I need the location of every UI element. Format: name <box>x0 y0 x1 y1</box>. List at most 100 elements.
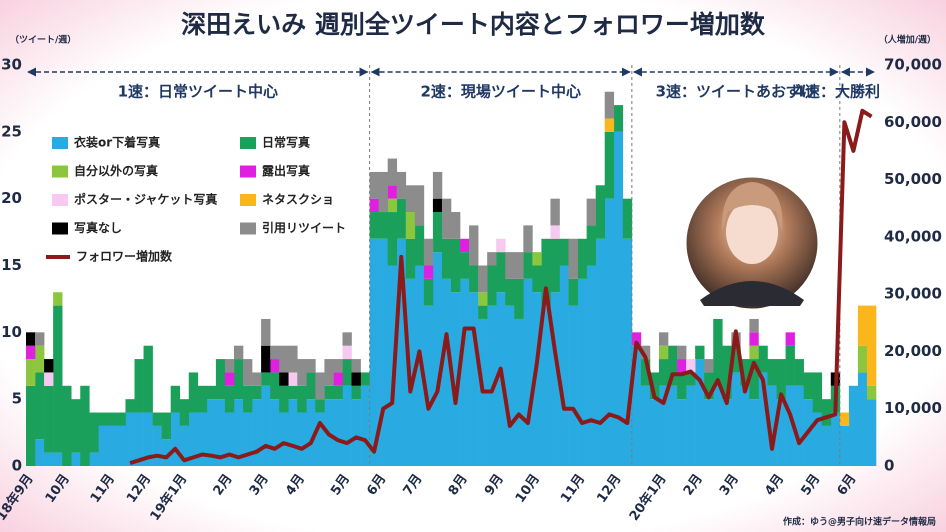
bar-segment <box>279 412 289 466</box>
chart-title: 深田えいみ 週別全ツイート内容とフォロワー増加数 <box>181 10 766 39</box>
bar-segment <box>215 399 226 466</box>
bar-segment <box>532 265 542 293</box>
bar-segment <box>866 399 877 466</box>
legend-label: ポスター・ジャケット写真 <box>74 192 217 207</box>
bar-segment <box>53 452 63 466</box>
bar-segment <box>523 225 533 253</box>
bar-segment <box>812 412 823 466</box>
follower-line <box>129 108 873 466</box>
bar-segment <box>396 238 407 466</box>
bar-segment <box>686 385 696 466</box>
bar-segment <box>116 412 126 426</box>
bar-segment <box>487 252 497 266</box>
bar-segment <box>713 318 723 386</box>
bar-segment <box>631 332 642 346</box>
legend-label: フォロワー増加数 <box>76 249 173 264</box>
bar-segment <box>387 265 398 466</box>
bar-segment <box>550 225 560 239</box>
bar-segment <box>243 412 253 466</box>
bar-segment <box>839 412 850 426</box>
bar-segment <box>44 452 54 466</box>
bar-segment <box>704 372 714 400</box>
bar-segment <box>98 425 108 466</box>
bar-segment <box>224 385 235 413</box>
bar-segment <box>44 385 54 453</box>
bar-segment <box>595 185 606 239</box>
bar-segment <box>640 359 651 386</box>
bar-segment <box>857 345 868 373</box>
bar-segment <box>188 372 199 413</box>
bar-segment <box>550 292 560 466</box>
bar-segment <box>604 118 615 132</box>
bar-segment <box>432 212 443 253</box>
bar-segment <box>134 412 144 466</box>
bar-segment <box>460 238 470 253</box>
bar-segment <box>206 385 217 400</box>
bar-segment <box>288 345 298 373</box>
bar-segment <box>649 372 660 400</box>
bar-segment <box>324 359 334 386</box>
bar-segment <box>803 372 814 400</box>
y2-tick-label: 60,000 <box>884 113 942 131</box>
bar-segment <box>125 412 135 466</box>
bar-segment <box>496 238 506 253</box>
bar-segment <box>749 399 759 466</box>
bar-segment <box>451 212 461 239</box>
legend-swatch <box>52 222 68 235</box>
bar-segment <box>288 385 298 400</box>
phase-label: 2速：現場ツイート中心 <box>421 83 581 101</box>
bar-segment <box>523 252 533 279</box>
bar-segment <box>53 292 63 306</box>
bar-segment <box>423 278 434 306</box>
bar-segment <box>26 345 36 360</box>
bar-segment <box>432 252 443 466</box>
bar-segment <box>658 345 669 360</box>
bar-segment <box>441 238 452 279</box>
legend-label: 自分以外の写真 <box>74 163 158 178</box>
bar-segment <box>631 345 642 466</box>
bar-segment <box>270 399 280 466</box>
bar-segment <box>604 198 615 466</box>
bar-segment <box>758 345 768 373</box>
bar-segment <box>541 305 551 466</box>
bar-segment <box>26 385 36 466</box>
bar-segment <box>35 439 45 466</box>
bar-segment <box>333 372 343 386</box>
y2-tick-label: 50,000 <box>884 170 942 188</box>
bar-segment <box>80 385 90 466</box>
bar-segment <box>577 278 587 466</box>
bar-segment <box>767 359 777 386</box>
legend-swatch <box>52 137 68 149</box>
bar-segment <box>233 399 244 466</box>
bar-segment <box>668 345 678 386</box>
bar-segment <box>107 412 117 426</box>
bar-segment <box>830 412 841 466</box>
bar-segment <box>812 372 823 413</box>
y-tick-label: 10 <box>1 323 22 341</box>
bar-segment <box>577 238 587 279</box>
bar-segment <box>252 372 262 386</box>
bar-segment <box>360 372 370 386</box>
bar-segment <box>161 439 171 466</box>
bar-segment <box>568 278 578 306</box>
profile-photo <box>683 174 821 312</box>
bar-segment <box>243 359 253 386</box>
y-tick-label: 5 <box>12 390 22 408</box>
bar-segment <box>170 385 181 413</box>
bar-segment <box>451 292 461 466</box>
legend-swatch <box>240 194 256 206</box>
bar-segment <box>261 345 271 373</box>
bar-segment <box>396 198 407 239</box>
bar-segment <box>487 265 497 306</box>
bar-segment <box>107 425 117 466</box>
bar-segment <box>568 238 578 279</box>
y-tick-label: 30 <box>1 56 22 74</box>
bar-segment <box>749 318 759 333</box>
bar-segment <box>378 238 389 466</box>
legend-swatch <box>240 137 256 149</box>
bar-segment <box>776 399 786 466</box>
bar-segment <box>116 425 126 466</box>
bar-segment <box>767 385 777 466</box>
bar-segment <box>677 399 687 466</box>
bar-segment <box>550 238 560 293</box>
